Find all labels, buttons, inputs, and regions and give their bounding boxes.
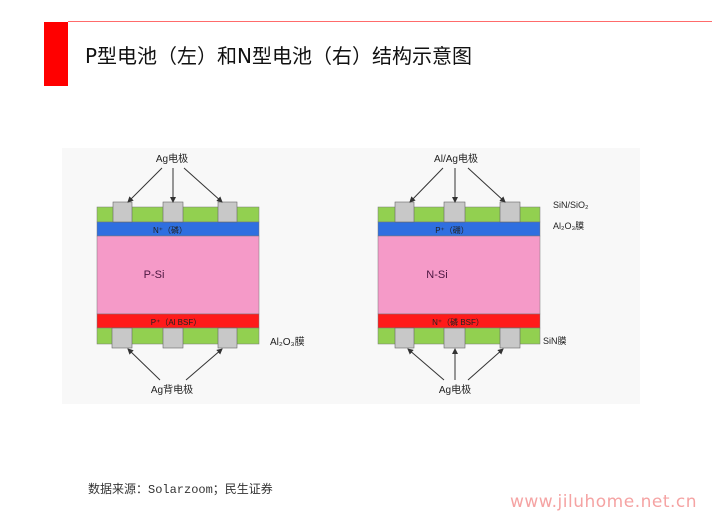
rear-electrode bbox=[111, 327, 133, 349]
base-label: N-Si bbox=[426, 269, 447, 281]
page-title: P型电池（左）和N型电池（右）结构示意图 bbox=[85, 44, 473, 68]
emitter-label: P⁺（硼） bbox=[435, 226, 469, 235]
electrode-arrows bbox=[127, 167, 223, 381]
rear-electrode-label: Ag电极 bbox=[439, 383, 471, 396]
front-electrode bbox=[499, 201, 521, 223]
p-cell: Ag电极 N⁺（磷） P-Si P⁺（Al BSF） Al₂O₃膜 Ag背电极 bbox=[96, 152, 305, 396]
rear-electrode bbox=[443, 327, 466, 349]
bsf-label: P⁺（Al BSF） bbox=[151, 318, 201, 327]
front-electrode bbox=[394, 201, 415, 223]
n-cell: Al/Ag电极 SiN/SiO₂ Al₂O₃膜 P⁺（硼） N-Si N⁺（磷 … bbox=[377, 152, 589, 396]
watermark-url: www.jiluhome.net.cn bbox=[510, 492, 698, 512]
source-note: 数据来源：Solarzoom；民生证券 bbox=[88, 483, 273, 497]
top-electrode-label: Al/Ag电极 bbox=[434, 152, 478, 165]
rear-film-label: Al₂O₃膜 bbox=[270, 336, 305, 348]
rear-electrode bbox=[217, 327, 238, 349]
front-electrode bbox=[217, 201, 238, 223]
front-electrode bbox=[112, 201, 133, 223]
rear-film-label: SiN膜 bbox=[543, 336, 567, 346]
rear-electrode bbox=[394, 327, 415, 349]
header-accent-bar bbox=[44, 22, 68, 86]
base-label: P-Si bbox=[144, 269, 165, 281]
front-electrode bbox=[162, 201, 184, 223]
rear-electrode-label: Ag背电极 bbox=[151, 383, 193, 396]
top-film-label-1: SiN/SiO₂ bbox=[553, 200, 589, 210]
top-electrode-label: Ag电极 bbox=[156, 152, 188, 165]
header-rule bbox=[68, 21, 712, 22]
base-layer bbox=[377, 235, 541, 315]
front-electrode bbox=[443, 201, 466, 223]
rear-electrode bbox=[499, 327, 521, 349]
rear-electrode bbox=[162, 327, 184, 349]
emitter-label: N⁺（磷） bbox=[153, 225, 187, 235]
base-layer bbox=[96, 235, 260, 315]
top-film-label-2: Al₂O₃膜 bbox=[553, 221, 584, 231]
electrode-arrows bbox=[407, 167, 506, 381]
bsf-label: N⁺（磷 BSF） bbox=[432, 317, 484, 327]
